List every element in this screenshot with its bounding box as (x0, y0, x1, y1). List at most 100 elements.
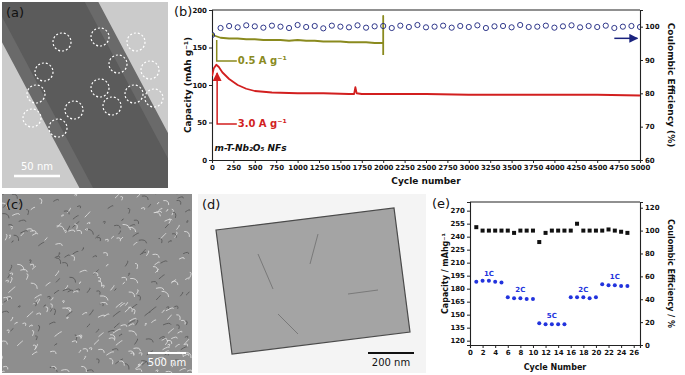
nanosheet (116, 302, 123, 307)
data-point (278, 24, 283, 29)
tick: 14 (554, 345, 564, 357)
nanosheet (112, 349, 118, 351)
nanosheet (166, 209, 168, 211)
nanosheet (117, 238, 121, 241)
tick-label: 18 (579, 349, 589, 357)
tick: 6 (506, 345, 511, 357)
data-point (544, 231, 548, 235)
tick: 255 (450, 220, 470, 228)
image-content (198, 194, 426, 373)
tick-label: 22 (604, 349, 614, 357)
tick-mark (619, 160, 620, 163)
nanosheet (54, 291, 59, 294)
nanosheet (66, 317, 68, 319)
tick-mark (571, 345, 572, 348)
tick-label: 1750 (353, 164, 373, 172)
nanosheet (134, 220, 139, 224)
data-point (312, 23, 317, 28)
nanosheet (2, 311, 9, 313)
data-point (537, 321, 541, 325)
nanosheet (61, 370, 69, 372)
nanosheet (154, 262, 159, 265)
tick-mark (495, 345, 496, 348)
nanosheet (55, 332, 62, 337)
tick: 60 (640, 273, 655, 281)
nanosheet (114, 225, 120, 228)
tick: 60 (640, 157, 655, 165)
tick: 80 (640, 90, 655, 98)
tick: 0 (468, 345, 473, 357)
nanosheet (94, 340, 99, 345)
tick: 210 (450, 259, 470, 267)
tick-label: 100 (645, 23, 660, 31)
nanosheet (136, 369, 142, 372)
axis-line (467, 203, 471, 346)
tick: 165 (450, 298, 470, 306)
nanosheet (73, 251, 78, 254)
nanosheet (51, 367, 56, 370)
nanosheet (54, 344, 56, 346)
tick-mark (583, 345, 584, 348)
nanosheet (3, 366, 8, 369)
nanosheet (47, 296, 50, 299)
nanosheet (77, 230, 82, 233)
tick: 3500 (502, 160, 522, 172)
nanosheet (125, 307, 131, 312)
tick: 10 (529, 345, 539, 357)
nanosheet (35, 336, 37, 340)
nanosheet (114, 289, 116, 291)
data-point (613, 229, 617, 233)
nanosheet (139, 240, 147, 243)
nanosheet (46, 283, 51, 286)
axis-line (641, 11, 644, 161)
tick-label: 240 (450, 233, 465, 241)
nanosheet (100, 302, 107, 304)
tick-mark (512, 160, 513, 163)
nanosheet (130, 278, 137, 283)
tick: 4500 (588, 160, 608, 172)
nanosheet (2, 214, 9, 219)
tick: 120 (450, 337, 470, 345)
tick-mark (640, 93, 643, 94)
nanosheet (176, 225, 179, 229)
tick: 0 (210, 160, 215, 172)
data-point (432, 24, 437, 29)
data-point (594, 229, 598, 233)
nanosheet (39, 199, 41, 204)
nanosheet (55, 244, 62, 246)
data-point (588, 229, 592, 233)
tick: 50 (197, 119, 212, 127)
nanosheet (113, 329, 121, 333)
nanosheet (135, 339, 138, 345)
tick-mark (640, 127, 643, 128)
axis-line (209, 11, 213, 161)
y-axis: 120135150165180195210225240255270 (450, 203, 470, 346)
image-background (198, 194, 426, 373)
marked-particle (145, 89, 163, 107)
data-point (492, 24, 497, 29)
nanosheet (2, 341, 7, 344)
nanosheet (87, 370, 94, 372)
tick-mark (609, 345, 610, 348)
data-point (625, 231, 629, 235)
data-point (535, 24, 540, 29)
nanosheet (142, 196, 148, 200)
tick-mark (426, 160, 427, 163)
annotation: 2C (515, 286, 525, 294)
tick: 90 (640, 57, 655, 65)
tick-label: 8 (518, 349, 523, 357)
marked-particle (109, 55, 127, 73)
nanosheet (106, 352, 114, 355)
data-point (481, 279, 485, 283)
nanosheet (108, 330, 115, 332)
tick-mark (469, 160, 470, 163)
x-axis-title: Cycle number (391, 176, 461, 186)
data-point (619, 284, 623, 288)
nanosheet (31, 283, 37, 289)
data-point (474, 280, 478, 284)
nanosheet (98, 281, 102, 287)
tick-label: 4500 (588, 164, 608, 172)
nanosheet (168, 344, 170, 346)
data-point (449, 25, 454, 30)
nanosheet (120, 197, 122, 201)
